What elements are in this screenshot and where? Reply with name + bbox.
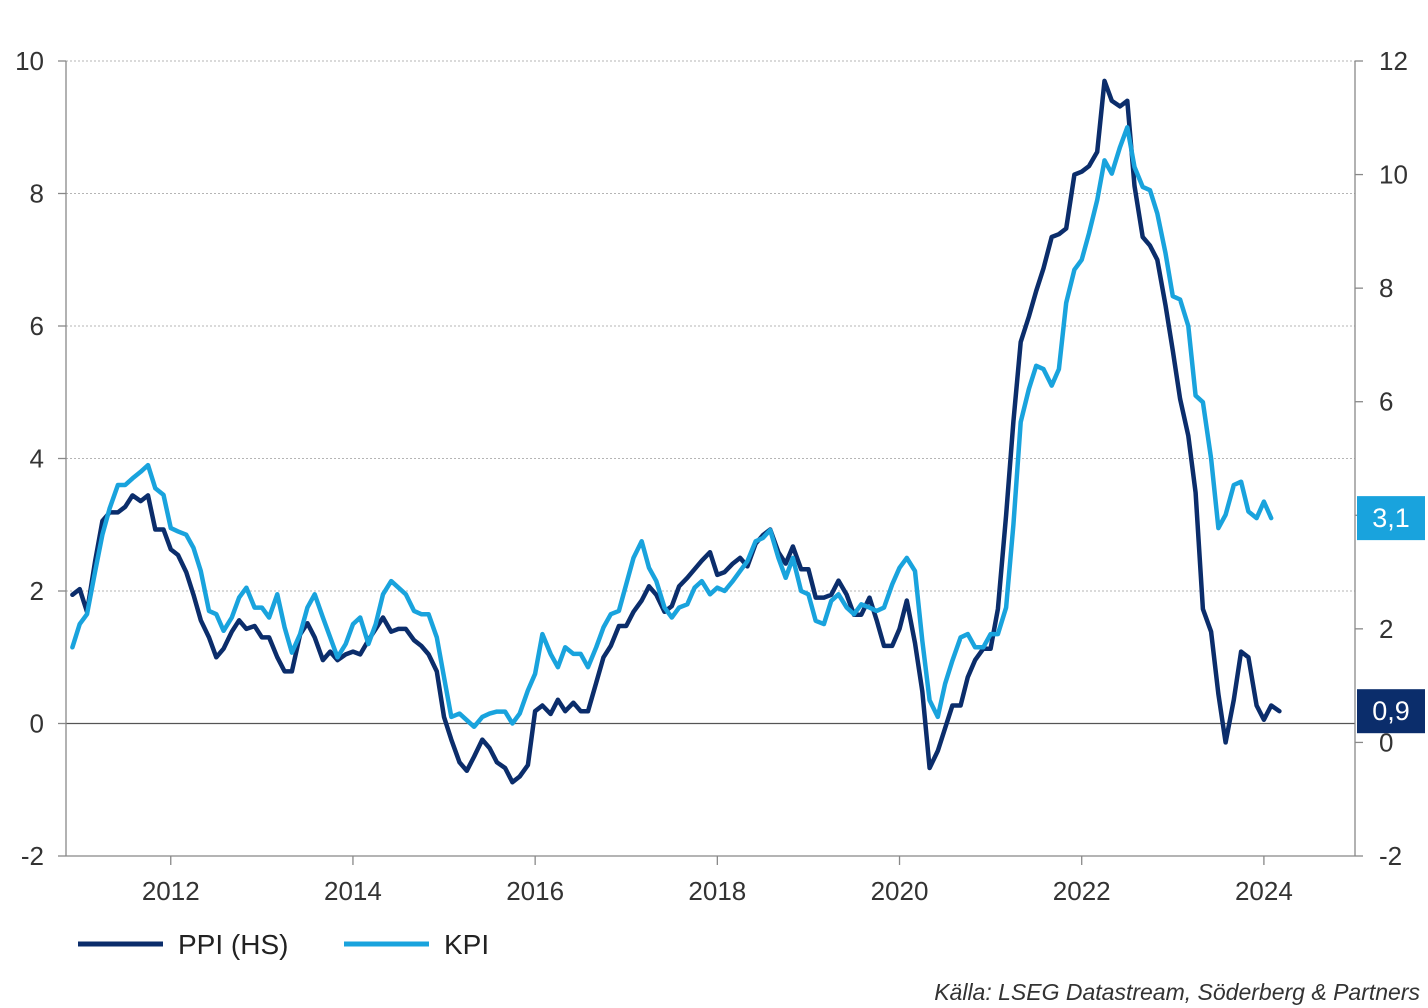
x-axis-ticks: 2012 2014 2016 2018 2020 2022 2024 [142, 856, 1293, 906]
right-tick-label: 12 [1379, 46, 1408, 76]
right-tick-label: 6 [1379, 387, 1393, 417]
right-tick-label: 0 [1379, 727, 1393, 757]
left-tick-label: 8 [30, 179, 44, 209]
x-tick-label: 2024 [1235, 876, 1293, 906]
end-label-box-0 [1357, 689, 1425, 734]
legend-label-ppi: PPI (HS) [178, 929, 288, 960]
source-note: Källa: LSEG Datastream, Söderberg & Part… [934, 979, 1420, 1005]
legend: PPI (HS) KPI [78, 929, 489, 960]
series-layer [70, 78, 1282, 785]
x-tick-label: 2016 [506, 876, 564, 906]
x-tick-label: 2012 [142, 876, 200, 906]
right-tick-label: -2 [1379, 841, 1402, 871]
left-tick-label: 2 [30, 576, 44, 606]
legend-label-kpi: KPI [444, 929, 489, 960]
right-tick-label: 8 [1379, 273, 1393, 303]
right-axis-ticks: -2024681012 [1355, 46, 1408, 871]
left-tick-label: 6 [30, 311, 44, 341]
gridlines [66, 60, 1355, 592]
right-tick-label: 2 [1379, 614, 1393, 644]
end-label-box-1 [1357, 496, 1425, 541]
left-tick-label: 4 [30, 444, 44, 474]
left-axis-ticks: -2 0 2 4 6 8 10 [15, 46, 66, 871]
end-label-1: 3,1 [1372, 503, 1410, 533]
end-labels: 0,9 3,1 [1357, 496, 1425, 734]
left-tick-label: 10 [15, 46, 44, 76]
x-tick-label: 2018 [688, 876, 746, 906]
x-tick-label: 2020 [871, 876, 929, 906]
end-label-0: 0,9 [1372, 696, 1410, 726]
series-line-kpi [70, 125, 1274, 730]
x-tick-label: 2014 [324, 876, 382, 906]
left-tick-label: -2 [21, 841, 44, 871]
x-tick-label: 2022 [1053, 876, 1111, 906]
left-tick-label: 0 [30, 709, 44, 739]
right-tick-label: 10 [1379, 160, 1408, 190]
series-line-ppi-hs [70, 78, 1282, 785]
